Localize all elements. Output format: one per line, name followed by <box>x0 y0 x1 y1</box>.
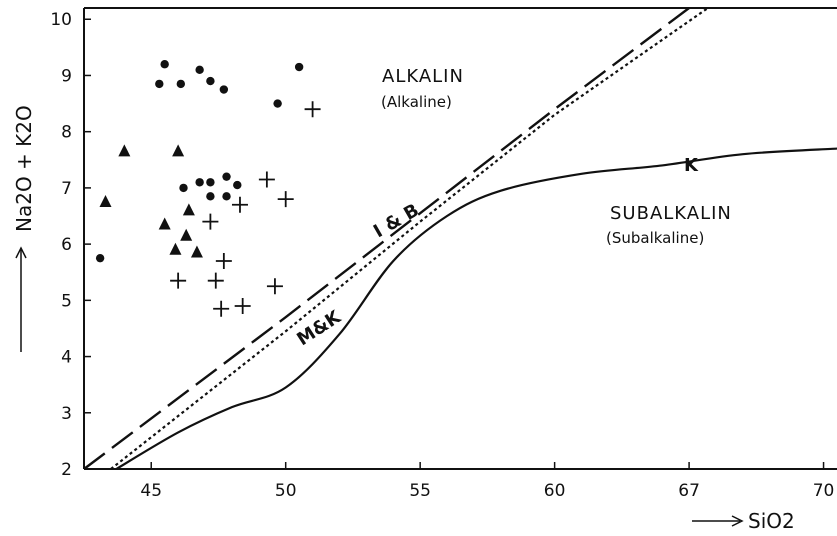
y-tick-label: 9 <box>61 66 72 86</box>
data-point-triangle <box>190 245 203 258</box>
data-point-circle <box>233 180 242 190</box>
data-point-plus <box>215 252 232 269</box>
data-point-circle <box>160 60 169 69</box>
curve-label-mk: M&K <box>293 306 345 350</box>
data-point-plus <box>277 191 294 208</box>
boundary-lines <box>83 7 837 470</box>
x-tick-label: 50 <box>275 481 297 501</box>
data-points <box>95 60 321 317</box>
data-point-circle <box>206 178 215 187</box>
data-point-plus <box>266 278 283 295</box>
data-point-plus <box>202 213 219 230</box>
data-point-circle <box>195 65 204 75</box>
x-ticks: 45 50 55 60 67 70 <box>140 462 834 501</box>
data-point-circle <box>176 79 186 89</box>
data-point-triangle <box>182 203 195 216</box>
data-point-plus <box>207 272 224 289</box>
y-tick-label: 7 <box>61 179 72 199</box>
curve-label-ib: I & B <box>370 200 423 243</box>
data-point-triangle <box>169 242 182 255</box>
y-tick-label: 10 <box>50 10 72 30</box>
x-axis-label: SiO2 <box>748 509 795 533</box>
y-tick-label: 8 <box>61 123 72 143</box>
region-alkaline-label: ALKALIN <box>382 66 464 87</box>
data-point-circle <box>273 99 282 108</box>
data-point-circle <box>294 62 304 72</box>
x-tick-label: 60 <box>544 481 566 501</box>
data-point-triangle <box>118 144 131 157</box>
boundary-line <box>83 7 690 470</box>
data-point-circle <box>195 178 204 187</box>
data-point-plus <box>231 196 248 213</box>
data-point-triangle <box>180 228 193 241</box>
plot-area <box>83 7 837 470</box>
data-point-circle <box>179 183 188 193</box>
x-axis-title: SiO2 <box>692 509 795 533</box>
y-tick-label: 6 <box>61 235 72 255</box>
data-point-circle <box>222 192 231 201</box>
data-point-circle <box>155 79 164 89</box>
y-ticks: 2 3 4 5 6 7 8 9 10 <box>50 10 91 480</box>
y-tick-label: 5 <box>61 291 72 311</box>
x-tick-label: 70 <box>813 481 835 501</box>
data-point-circle <box>95 253 105 263</box>
data-point-plus <box>304 101 321 118</box>
data-point-triangle <box>172 144 185 157</box>
x-tick-label: 67 <box>678 481 700 501</box>
region-subalkaline-label: SUBALKALIN <box>610 203 732 224</box>
data-point-triangle <box>99 194 112 207</box>
x-tick-label: 55 <box>409 481 431 501</box>
data-point-circle <box>222 172 231 181</box>
boundary-line <box>110 7 709 470</box>
data-point-plus <box>213 300 230 317</box>
data-point-circle <box>206 192 215 201</box>
y-axis-title: Na2O + K2O <box>12 105 36 352</box>
region-alkaline-sublabel: (Alkaline) <box>381 93 452 111</box>
data-point-triangle <box>158 217 171 230</box>
curve-label-k: K <box>684 155 699 176</box>
data-point-plus <box>234 297 251 314</box>
y-axis-label: Na2O + K2O <box>12 105 36 232</box>
data-point-plus <box>170 272 187 289</box>
data-point-plus <box>258 171 275 188</box>
y-tick-label: 2 <box>61 460 72 480</box>
y-tick-label: 3 <box>61 404 72 424</box>
boundary-line <box>115 147 837 470</box>
y-tick-label: 4 <box>61 348 72 368</box>
region-subalkaline-sublabel: (Subalkaline) <box>606 229 704 247</box>
x-tick-label: 45 <box>140 481 162 501</box>
data-point-circle <box>219 85 229 94</box>
data-point-circle <box>206 76 215 86</box>
